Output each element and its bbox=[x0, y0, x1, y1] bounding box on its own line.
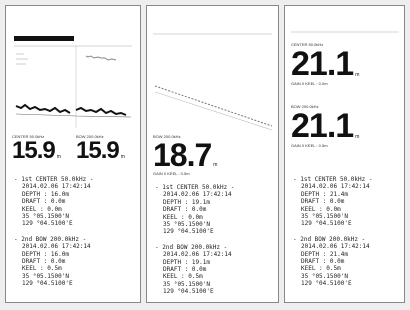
info-line: DEPTH : 16.0m bbox=[14, 191, 93, 198]
depth-unit: m bbox=[213, 162, 217, 168]
info-line: - 2nd BOW 200.0kHz - bbox=[14, 236, 91, 243]
info-line: - 2nd BOW 200.0kHz - bbox=[155, 244, 232, 251]
info-line: KEEL : 0.0m bbox=[293, 206, 372, 213]
info-section: - 1st CENTER 50.0kHz -2014.02.06 17:42:1… bbox=[293, 176, 372, 228]
info-line: 2014.02.06 17:42:14 bbox=[14, 183, 93, 190]
depth-unit: m bbox=[121, 154, 125, 160]
depth-unit: m bbox=[355, 134, 359, 140]
info-line: DRAFT : 0.0m bbox=[293, 198, 372, 205]
info-line: 129 °04.5100'E bbox=[293, 220, 372, 227]
info-line: DRAFT : 0.0m bbox=[14, 258, 91, 265]
info-line: - 1st CENTER 50.0kHz - bbox=[14, 176, 93, 183]
info-line: 129 °04.5100'E bbox=[293, 280, 370, 287]
info-line: 35 °05.1500'N bbox=[293, 273, 370, 280]
info-line: DEPTH : 16.0m bbox=[14, 251, 91, 258]
screenshot: CENTER 50.0kHz15.9m BOW 200.0kHz15.9m - 1s… bbox=[0, 0, 410, 310]
info-line: KEEL : 0.5m bbox=[155, 273, 232, 280]
header-rule bbox=[285, 6, 404, 36]
info-line: KEEL : 0.5m bbox=[293, 265, 370, 272]
depth-value: 21.1 bbox=[291, 109, 353, 143]
info-line: 129 °04.5100'E bbox=[14, 220, 93, 227]
info-line: DEPTH : 21.4m bbox=[293, 251, 370, 258]
info-line: - 1st CENTER 50.0kHz - bbox=[293, 176, 372, 183]
info-line: 35 °05.1500'N bbox=[155, 221, 234, 228]
info-line: KEEL : 0.5m bbox=[14, 265, 91, 272]
info-line: 35 °05.1500'N bbox=[155, 281, 232, 288]
info-line: DEPTH : 19.1m bbox=[155, 259, 232, 266]
info-line: - 1st CENTER 50.0kHz - bbox=[155, 184, 234, 191]
info-line: 35 °05.1500'N bbox=[14, 273, 91, 280]
depth-value: 15.9 bbox=[76, 139, 119, 163]
info-line: 2014.02.06 17:42:14 bbox=[155, 191, 234, 198]
info-line: 129 °04.5100'E bbox=[155, 228, 234, 235]
echogram bbox=[147, 6, 278, 131]
info-line: KEEL : 0.0m bbox=[155, 214, 234, 221]
info-section: - 1st CENTER 50.0kHz -2014.02.06 17:42:1… bbox=[14, 176, 93, 228]
info-line: DRAFT : 0.0m bbox=[155, 266, 232, 273]
info-line: - 2nd BOW 200.0kHz - bbox=[293, 236, 370, 243]
info-line: DEPTH : 21.4m bbox=[293, 191, 372, 198]
info-line: DRAFT : 0.0m bbox=[14, 198, 93, 205]
info-line: 2014.02.06 17:42:14 bbox=[155, 251, 232, 258]
depth-unit: m bbox=[355, 72, 359, 78]
depth-unit: m bbox=[57, 154, 61, 160]
echogram bbox=[6, 6, 140, 131]
info-line: 129 °04.5100'E bbox=[14, 280, 91, 287]
depth-value: 21.1 bbox=[291, 47, 353, 81]
info-line: KEEL : 0.0m bbox=[14, 206, 93, 213]
depth-value: 15.9 bbox=[12, 139, 55, 163]
info-line: 2014.02.06 17:42:14 bbox=[293, 243, 370, 250]
info-line: 35 °05.1500'N bbox=[293, 213, 372, 220]
info-line: 2014.02.06 17:42:14 bbox=[293, 183, 372, 190]
info-line: DEPTH : 19.1m bbox=[155, 199, 234, 206]
depth-value: 18.7 bbox=[153, 139, 211, 171]
info-line: 35 °05.1500'N bbox=[14, 213, 93, 220]
info-line: DRAFT : 0.0m bbox=[155, 206, 234, 213]
info-line: 129 °04.5100'E bbox=[155, 288, 232, 295]
info-section: - 1st CENTER 50.0kHz -2014.02.06 17:42:1… bbox=[155, 184, 234, 236]
info-line: DRAFT : 0.0m bbox=[293, 258, 370, 265]
info-line: 2014.02.06 17:42:14 bbox=[14, 243, 91, 250]
